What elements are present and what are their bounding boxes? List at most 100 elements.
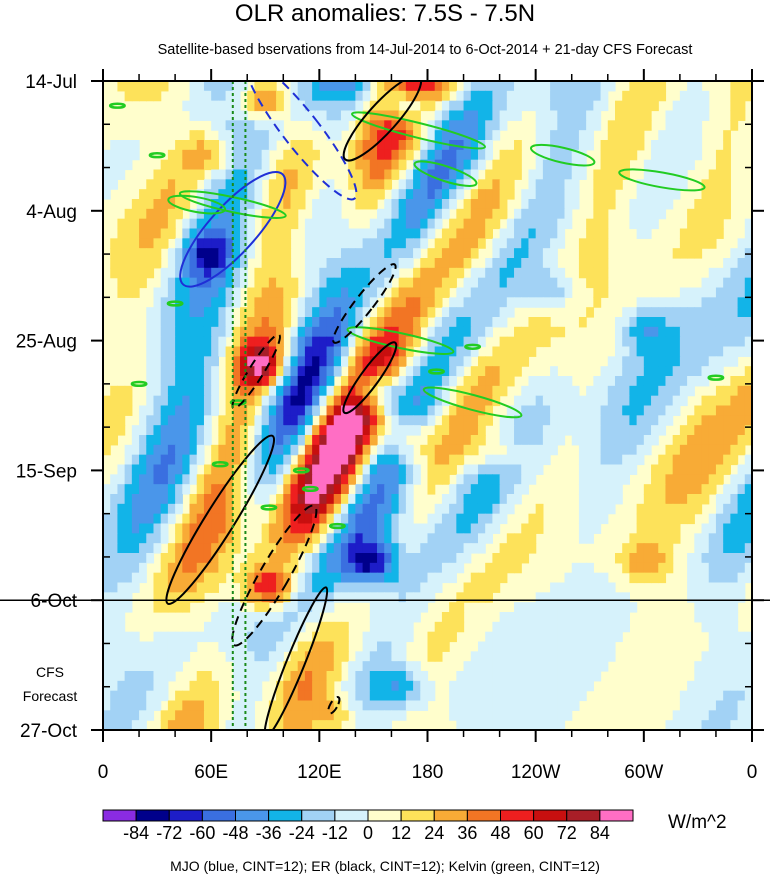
field-cell: [167, 562, 176, 574]
field-cell: [405, 297, 414, 308]
field-cell: [441, 287, 450, 298]
field-cell: [586, 307, 594, 318]
field-cell: [651, 366, 659, 377]
colorbar-label: -36: [256, 823, 282, 843]
field-cell: [369, 130, 378, 141]
field-cell: [203, 582, 212, 593]
field-cell: [600, 661, 609, 672]
field-cell: [708, 553, 717, 564]
field-cell: [261, 228, 270, 239]
field-cell: [586, 415, 594, 426]
field-cell: [131, 680, 140, 692]
field-cell: [103, 435, 111, 446]
field-cell: [607, 415, 616, 426]
field-cell: [312, 277, 320, 289]
field-cell: [564, 287, 573, 298]
field-cell: [319, 671, 328, 682]
field-cell: [571, 631, 580, 643]
field-cell: [189, 553, 198, 564]
field-cell: [477, 326, 486, 338]
field-cell: [528, 395, 537, 407]
field-cell: [348, 425, 356, 436]
field-cell: [427, 592, 436, 603]
field-cell: [283, 287, 292, 298]
field-cell: [326, 513, 335, 525]
field-cell: [687, 218, 695, 230]
field-cell: [348, 317, 356, 328]
field-cell: [398, 81, 407, 92]
field-cell: [413, 661, 421, 672]
field-cell: [723, 326, 731, 338]
field-cell: [232, 661, 241, 672]
field-cell: [405, 336, 414, 348]
field-cell: [247, 307, 256, 318]
field-cell: [557, 671, 566, 682]
kelvin-contour-small: [108, 102, 126, 109]
field-cell: [694, 405, 703, 416]
field-cell: [290, 631, 299, 643]
field-cell: [290, 169, 299, 180]
field-cell: [326, 258, 335, 269]
kelvin-contour-small: [292, 467, 310, 474]
field-cell: [528, 602, 537, 613]
field-cell: [297, 454, 306, 466]
field-cell: [196, 494, 205, 505]
field-cell: [333, 533, 342, 544]
field-cell: [110, 700, 119, 711]
field-cell: [139, 454, 147, 466]
field-cell: [225, 267, 234, 279]
field-cell: [189, 130, 198, 141]
field-cell: [196, 208, 205, 220]
field-cell: [550, 444, 558, 456]
field-cell: [297, 169, 306, 180]
field-cell: [463, 140, 472, 151]
field-cell: [456, 405, 465, 416]
field-cell: [369, 641, 378, 652]
field-cell: [312, 208, 320, 220]
field-cell: [355, 553, 364, 564]
field-cell: [557, 149, 566, 161]
field-cell: [261, 248, 270, 259]
field-cell: [542, 159, 551, 171]
field-cell: [557, 405, 566, 416]
field-cell: [189, 572, 198, 584]
field-cell: [218, 415, 227, 426]
field-cell: [593, 602, 602, 613]
field-cell: [492, 651, 501, 662]
field-cell: [398, 326, 407, 338]
field-cell: [636, 100, 645, 112]
field-cell: [290, 385, 299, 397]
field-cell: [629, 366, 638, 377]
field-cell: [175, 307, 183, 318]
field-cell: [247, 621, 256, 633]
field-cell: [362, 405, 371, 416]
field-cell: [730, 710, 739, 721]
field-cell: [232, 602, 241, 613]
field-cell: [477, 287, 486, 298]
field-cell: [232, 494, 241, 505]
field-cell: [384, 454, 393, 466]
field-cell: [391, 661, 400, 672]
field-cell: [225, 621, 234, 633]
field-cell: [175, 484, 183, 495]
field-cell: [564, 700, 573, 711]
field-cell: [593, 484, 602, 495]
field-cell: [398, 464, 407, 475]
field-cell: [398, 425, 407, 436]
field-cell: [550, 405, 558, 416]
field-cell: [427, 395, 436, 407]
field-cell: [564, 572, 573, 584]
field-cell: [723, 592, 731, 603]
colorbar-label: 0: [363, 823, 373, 843]
field-cell: [730, 562, 739, 574]
field-cell: [333, 208, 342, 220]
field-cell: [506, 494, 515, 505]
field-cell: [268, 258, 277, 269]
field-cell: [146, 199, 155, 210]
field-cell: [542, 110, 551, 121]
field-cell: [355, 464, 364, 475]
field-cell: [643, 317, 652, 328]
field-cell: [203, 533, 212, 544]
field-cell: [290, 612, 299, 623]
field-cell: [377, 720, 385, 730]
